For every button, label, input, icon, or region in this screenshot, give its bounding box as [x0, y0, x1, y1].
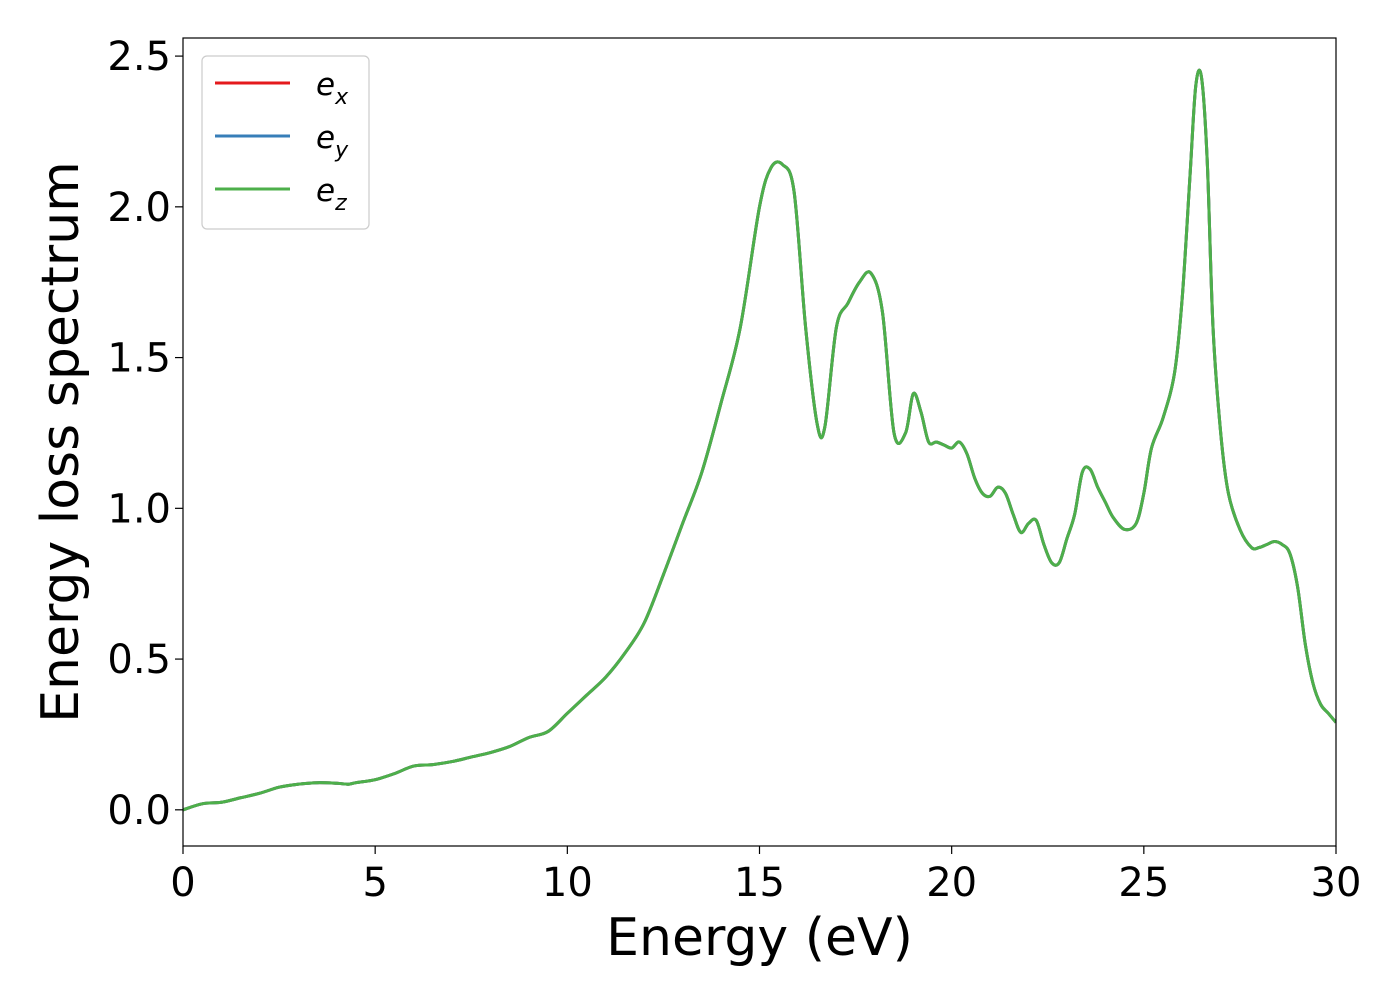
y-tick-label: 2.5: [107, 34, 171, 80]
legend-label: ex: [316, 67, 349, 110]
x-tick-label: 15: [734, 860, 785, 906]
series-line-e-z: [183, 68, 1336, 812]
legend-label: ey: [316, 120, 349, 163]
y-tick-label: 1.5: [107, 336, 171, 382]
x-axis-label: Energy (eV): [606, 908, 913, 968]
x-tick-label: 10: [542, 860, 593, 906]
x-tick-label: 5: [362, 860, 387, 906]
x-tick-label: 30: [1311, 860, 1362, 906]
y-tick-label: 0.5: [107, 637, 171, 683]
y-tick-label: 0.0: [107, 788, 171, 834]
legend-label-base: e: [316, 173, 335, 209]
x-tick-label: 25: [1118, 860, 1169, 906]
legend-label: ez: [316, 173, 347, 216]
legend-label-subscript: y: [334, 138, 349, 163]
legend-label-subscript: x: [334, 85, 349, 110]
legend-label-base: e: [316, 67, 335, 103]
y-axis-label: Energy loss spectrum: [31, 161, 91, 723]
x-axis-ticks: 0 5 10 15 20 25 30: [170, 846, 1361, 906]
y-tick-label: 1.0: [107, 486, 171, 532]
x-tick-label: 20: [926, 860, 977, 906]
y-tick-label: 2.0: [107, 185, 171, 231]
y-axis-ticks: 0.0 0.5 1.0 1.5 2.0 2.5: [107, 34, 183, 834]
legend-label-subscript: z: [334, 191, 347, 216]
x-tick-label: 0: [170, 860, 195, 906]
plot-area: [183, 68, 1336, 812]
legend-label-base: e: [316, 120, 335, 156]
legend-box: [201, 55, 370, 230]
